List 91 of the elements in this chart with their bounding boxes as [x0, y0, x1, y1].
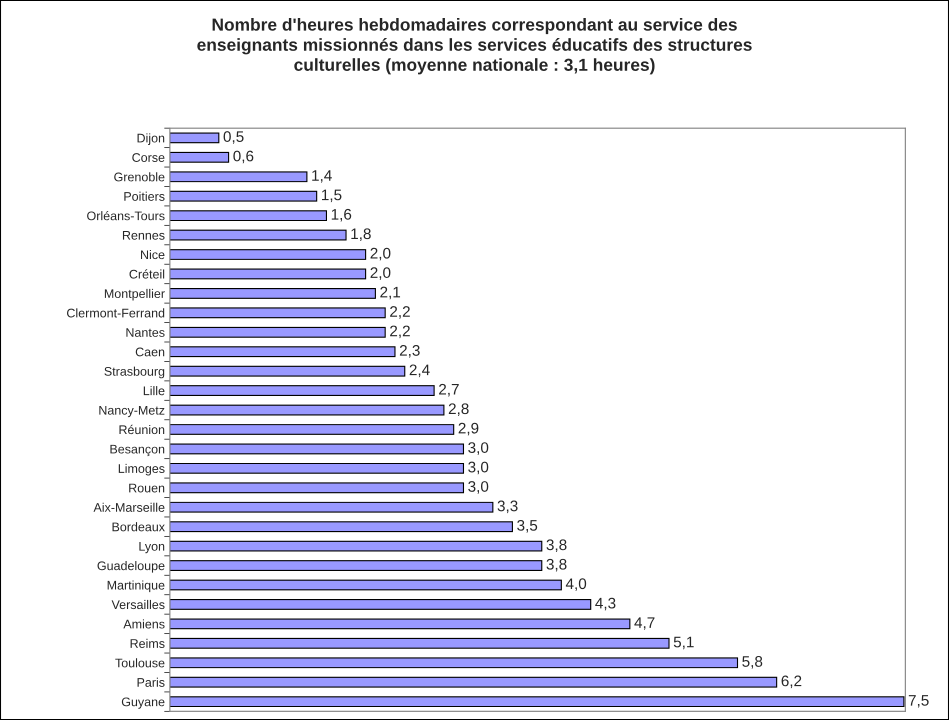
data-label: 1,8: [351, 228, 371, 241]
y-tick-label: Guyane: [122, 697, 164, 709]
y-tick-label: Réunion: [119, 424, 164, 434]
chart-title: Nombre d'heures hebdomadaires correspondant au service des enseignants missionnés dans les services éducatifs des structures culturelles (moyenne nationale : 3,1 heures): [197, 18, 752, 74]
y-tick-label: Aix-Marseille: [94, 502, 164, 512]
data-label: 2,2: [390, 306, 410, 319]
y-tick-label: Dijon: [138, 133, 164, 146]
bar: [170, 638, 670, 649]
bar: [170, 482, 464, 494]
bar: [170, 268, 366, 280]
y-tick-label: Limoges: [118, 464, 165, 476]
y-tick-label: Nantes: [126, 328, 165, 337]
y-tick-label: Caen: [136, 348, 164, 356]
bar: [170, 171, 308, 182]
bar: [170, 599, 592, 610]
bar: [170, 502, 494, 513]
data-label: 5,1: [674, 636, 694, 650]
y-tick-label: Bordeaux: [112, 522, 165, 532]
bar: [170, 424, 454, 435]
data-label: 1,4: [312, 170, 332, 183]
bar: [170, 190, 318, 202]
y-tick-label: Martinique: [108, 580, 164, 592]
data-label: 1,6: [332, 208, 352, 222]
y-tick-label: Créteil: [130, 269, 164, 279]
data-label: 2,0: [370, 248, 390, 260]
y-tick-label: Paris: [138, 678, 165, 687]
data-label: 2,4: [410, 364, 430, 378]
y-tick-label: Rennes: [122, 231, 165, 240]
bar: [170, 307, 386, 318]
bar: [170, 230, 347, 240]
data-label: 2,9: [458, 422, 478, 436]
bar: [170, 618, 630, 630]
data-label: 4,3: [595, 598, 616, 610]
y-tick-label: Rouen: [129, 484, 164, 492]
y-tick-label: Guadeloupe: [98, 561, 164, 573]
bar: [170, 326, 386, 338]
bar: [170, 366, 406, 377]
data-label: 3,3: [498, 500, 518, 514]
data-label: 3,8: [546, 558, 567, 572]
data-label: 5,8: [742, 656, 762, 669]
data-label: 0,6: [233, 150, 254, 164]
y-tick-label: Poitiers: [124, 192, 165, 201]
y-tick-label: Besançon: [110, 444, 164, 456]
data-label: 4,7: [634, 617, 654, 630]
y-tick-label: Grenoble: [114, 172, 164, 182]
bar: [170, 676, 778, 688]
y-tick-label: Corse: [132, 153, 164, 162]
bar: [170, 521, 513, 532]
data-label: 3,0: [468, 462, 488, 474]
y-tick-label: Reims: [130, 638, 165, 648]
bar: [170, 404, 444, 416]
y-tick-label: Strasbourg: [104, 366, 164, 378]
bar: [170, 132, 220, 144]
bar: [170, 560, 542, 571]
y-tick-label: Orléans-Tours: [87, 210, 165, 220]
bar: [170, 210, 328, 222]
data-label: 3,8: [546, 539, 567, 552]
y-tick-label: Nice: [141, 250, 164, 260]
bar: [170, 657, 738, 668]
data-label: 6,2: [782, 675, 802, 688]
bar: [170, 385, 435, 396]
data-label: 3,0: [468, 442, 488, 455]
data-label: 2,3: [400, 345, 420, 358]
bar: [170, 444, 464, 454]
data-label: 0,5: [224, 131, 244, 144]
data-label: 4,0: [566, 578, 586, 591]
y-tick-label: Lyon: [139, 542, 164, 554]
data-label: 1,5: [322, 190, 342, 202]
y-tick-label: Amiens: [123, 619, 165, 629]
y-tick-label: Toulouse: [115, 658, 164, 668]
data-label: 2,0: [370, 267, 390, 280]
bar: [170, 540, 542, 552]
data-label: 2,2: [390, 326, 410, 338]
bar: [170, 462, 464, 474]
bar: [170, 580, 562, 590]
bar: [170, 346, 396, 358]
data-label: 3,5: [517, 520, 538, 533]
bar: [170, 152, 230, 163]
y-tick-label: Lille: [144, 386, 164, 396]
y-tick-label: Nancy-Metz: [99, 406, 164, 418]
data-label: 2,8: [448, 403, 469, 416]
y-tick-label: Versailles: [112, 600, 165, 610]
data-label: 3,0: [468, 481, 488, 494]
bar: [170, 696, 904, 708]
bar: [170, 288, 376, 299]
data-label: 2,1: [380, 286, 400, 300]
data-label: 7,5: [908, 695, 929, 708]
bar: [170, 249, 366, 260]
data-label: 2,7: [439, 384, 459, 397]
y-tick-label: Montpellier: [104, 288, 165, 301]
y-tick-label: Clermont-Ferrand: [67, 308, 164, 318]
